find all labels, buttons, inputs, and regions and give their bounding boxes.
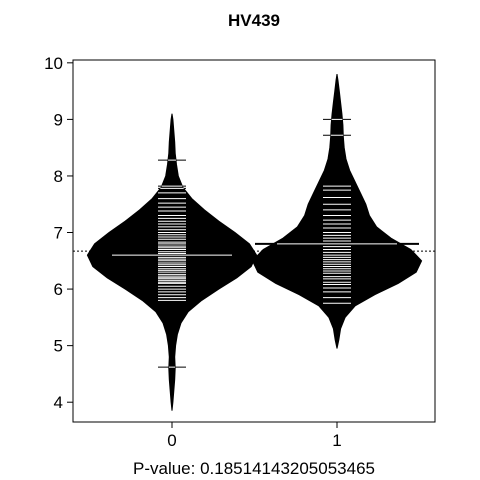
y-tick-label: 10 [44, 54, 63, 73]
y-tick-label: 6 [54, 280, 63, 299]
x-tick-label: 0 [167, 431, 176, 450]
y-tick-label: 5 [54, 337, 63, 356]
beans-layer [73, 74, 435, 411]
bean-group-0 [86, 113, 258, 411]
chart-title: HV439 [228, 11, 280, 30]
y-tick-label: 4 [54, 393, 63, 412]
y-tick-label: 7 [54, 224, 63, 243]
plot-frame [72, 59, 436, 423]
x-axis-label: P-value: 0.18514143205053465 [133, 459, 375, 478]
bean-group-1 [251, 74, 423, 349]
y-axis: 4 5 6 7 8 9 10 [44, 54, 73, 412]
x-tick-label: 1 [332, 431, 341, 450]
y-tick-label: 9 [54, 110, 63, 129]
y-tick-label: 8 [54, 167, 63, 186]
